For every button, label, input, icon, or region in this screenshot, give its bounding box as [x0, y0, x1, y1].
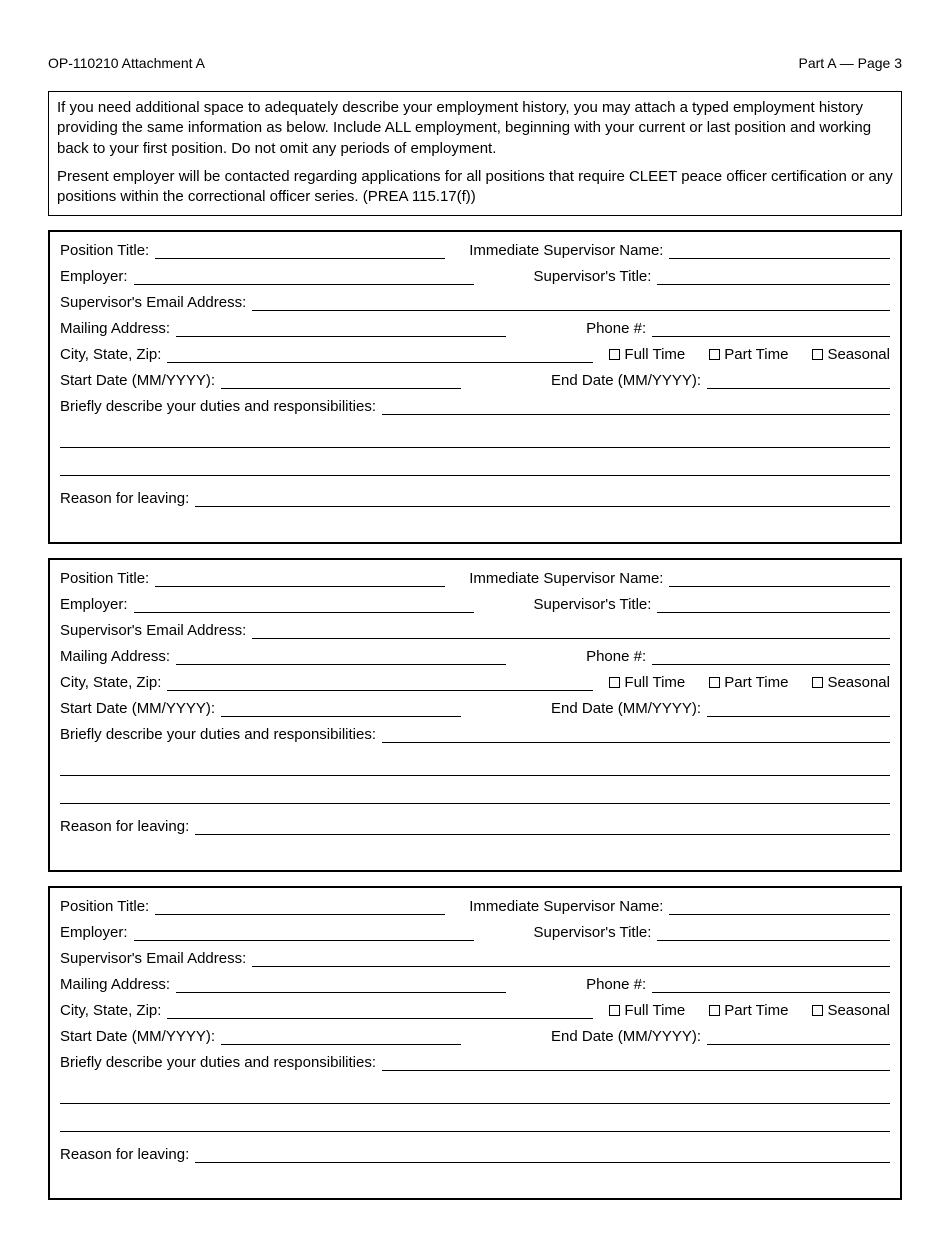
full-time-checkbox[interactable]: Full Time: [609, 1002, 685, 1019]
duties-line-2[interactable]: [60, 1080, 890, 1104]
reason-leaving-input[interactable]: [195, 819, 890, 835]
end-date-label: End Date (MM/YYYY):: [551, 372, 707, 389]
phone-label: Phone #:: [586, 976, 652, 993]
duties-line-2[interactable]: [60, 424, 890, 448]
start-date-label: Start Date (MM/YYYY):: [60, 372, 221, 389]
header-right: Part A — Page 3: [798, 55, 902, 71]
mailing-address-input[interactable]: [176, 321, 506, 337]
duties-line-1[interactable]: [382, 1055, 890, 1071]
full-time-checkbox[interactable]: Full Time: [609, 674, 685, 691]
supervisor-email-input[interactable]: [252, 295, 890, 311]
position-title-label: Position Title:: [60, 570, 155, 587]
reason-leaving-input[interactable]: [195, 491, 890, 507]
mailing-address-label: Mailing Address:: [60, 976, 176, 993]
seasonal-checkbox[interactable]: Seasonal: [812, 346, 890, 363]
duties-line-3[interactable]: [60, 1108, 890, 1132]
employer-input[interactable]: [134, 269, 474, 285]
instructions-p2: Present employer will be contacted regar…: [57, 167, 893, 208]
employer-label: Employer:: [60, 924, 134, 941]
supervisor-email-input[interactable]: [252, 951, 890, 967]
supervisor-name-label: Immediate Supervisor Name:: [469, 242, 669, 259]
city-state-zip-input[interactable]: [167, 1003, 593, 1019]
supervisor-title-input[interactable]: [657, 269, 890, 285]
duties-line-1[interactable]: [382, 399, 890, 415]
position-title-label: Position Title:: [60, 242, 155, 259]
duties-line-1[interactable]: [382, 727, 890, 743]
supervisor-name-input[interactable]: [669, 899, 890, 915]
end-date-input[interactable]: [707, 1029, 890, 1045]
city-state-zip-label: City, State, Zip:: [60, 346, 167, 363]
employment-block-2: Position Title: Immediate Supervisor Nam…: [48, 558, 902, 872]
position-title-input[interactable]: [155, 571, 445, 587]
phone-input[interactable]: [652, 649, 890, 665]
duties-line-3[interactable]: [60, 452, 890, 476]
instructions-box: If you need additional space to adequate…: [48, 91, 902, 216]
employer-input[interactable]: [134, 597, 474, 613]
start-date-input[interactable]: [221, 701, 461, 717]
supervisor-email-label: Supervisor's Email Address:: [60, 294, 252, 311]
start-date-label: Start Date (MM/YYYY):: [60, 700, 221, 717]
supervisor-title-input[interactable]: [657, 597, 890, 613]
employment-block-1: Position Title: Immediate Supervisor Nam…: [48, 230, 902, 544]
start-date-label: Start Date (MM/YYYY):: [60, 1028, 221, 1045]
end-date-label: End Date (MM/YYYY):: [551, 700, 707, 717]
end-date-label: End Date (MM/YYYY):: [551, 1028, 707, 1045]
supervisor-email-input[interactable]: [252, 623, 890, 639]
employer-label: Employer:: [60, 596, 134, 613]
supervisor-title-label: Supervisor's Title:: [534, 596, 658, 613]
reason-leaving-label: Reason for leaving:: [60, 818, 195, 835]
city-state-zip-label: City, State, Zip:: [60, 674, 167, 691]
start-date-input[interactable]: [221, 1029, 461, 1045]
part-time-checkbox[interactable]: Part Time: [709, 346, 788, 363]
supervisor-title-input[interactable]: [657, 925, 890, 941]
page-header: OP-110210 Attachment A Part A — Page 3: [48, 55, 902, 71]
part-time-checkbox[interactable]: Part Time: [709, 1002, 788, 1019]
supervisor-title-label: Supervisor's Title:: [534, 924, 658, 941]
position-title-input[interactable]: [155, 899, 445, 915]
end-date-input[interactable]: [707, 701, 890, 717]
seasonal-checkbox[interactable]: Seasonal: [812, 1002, 890, 1019]
mailing-address-input[interactable]: [176, 649, 506, 665]
start-date-input[interactable]: [221, 373, 461, 389]
phone-input[interactable]: [652, 977, 890, 993]
reason-leaving-label: Reason for leaving:: [60, 490, 195, 507]
duties-label: Briefly describe your duties and respons…: [60, 726, 382, 743]
city-state-zip-input[interactable]: [167, 347, 593, 363]
instructions-p1: If you need additional space to adequate…: [57, 98, 893, 159]
supervisor-email-label: Supervisor's Email Address:: [60, 622, 252, 639]
seasonal-checkbox[interactable]: Seasonal: [812, 674, 890, 691]
mailing-address-label: Mailing Address:: [60, 320, 176, 337]
phone-label: Phone #:: [586, 648, 652, 665]
duties-line-3[interactable]: [60, 780, 890, 804]
duties-label: Briefly describe your duties and respons…: [60, 398, 382, 415]
phone-label: Phone #:: [586, 320, 652, 337]
part-time-checkbox[interactable]: Part Time: [709, 674, 788, 691]
header-left: OP-110210 Attachment A: [48, 55, 205, 71]
reason-leaving-input[interactable]: [195, 1147, 890, 1163]
position-title-input[interactable]: [155, 243, 445, 259]
duties-line-2[interactable]: [60, 752, 890, 776]
supervisor-email-label: Supervisor's Email Address:: [60, 950, 252, 967]
mailing-address-input[interactable]: [176, 977, 506, 993]
supervisor-name-input[interactable]: [669, 243, 890, 259]
employer-input[interactable]: [134, 925, 474, 941]
city-state-zip-input[interactable]: [167, 675, 593, 691]
supervisor-name-label: Immediate Supervisor Name:: [469, 898, 669, 915]
duties-label: Briefly describe your duties and respons…: [60, 1054, 382, 1071]
position-title-label: Position Title:: [60, 898, 155, 915]
city-state-zip-label: City, State, Zip:: [60, 1002, 167, 1019]
supervisor-name-label: Immediate Supervisor Name:: [469, 570, 669, 587]
end-date-input[interactable]: [707, 373, 890, 389]
phone-input[interactable]: [652, 321, 890, 337]
reason-leaving-label: Reason for leaving:: [60, 1146, 195, 1163]
employer-label: Employer:: [60, 268, 134, 285]
supervisor-title-label: Supervisor's Title:: [534, 268, 658, 285]
employment-block-3: Position Title: Immediate Supervisor Nam…: [48, 886, 902, 1200]
mailing-address-label: Mailing Address:: [60, 648, 176, 665]
full-time-checkbox[interactable]: Full Time: [609, 346, 685, 363]
supervisor-name-input[interactable]: [669, 571, 890, 587]
